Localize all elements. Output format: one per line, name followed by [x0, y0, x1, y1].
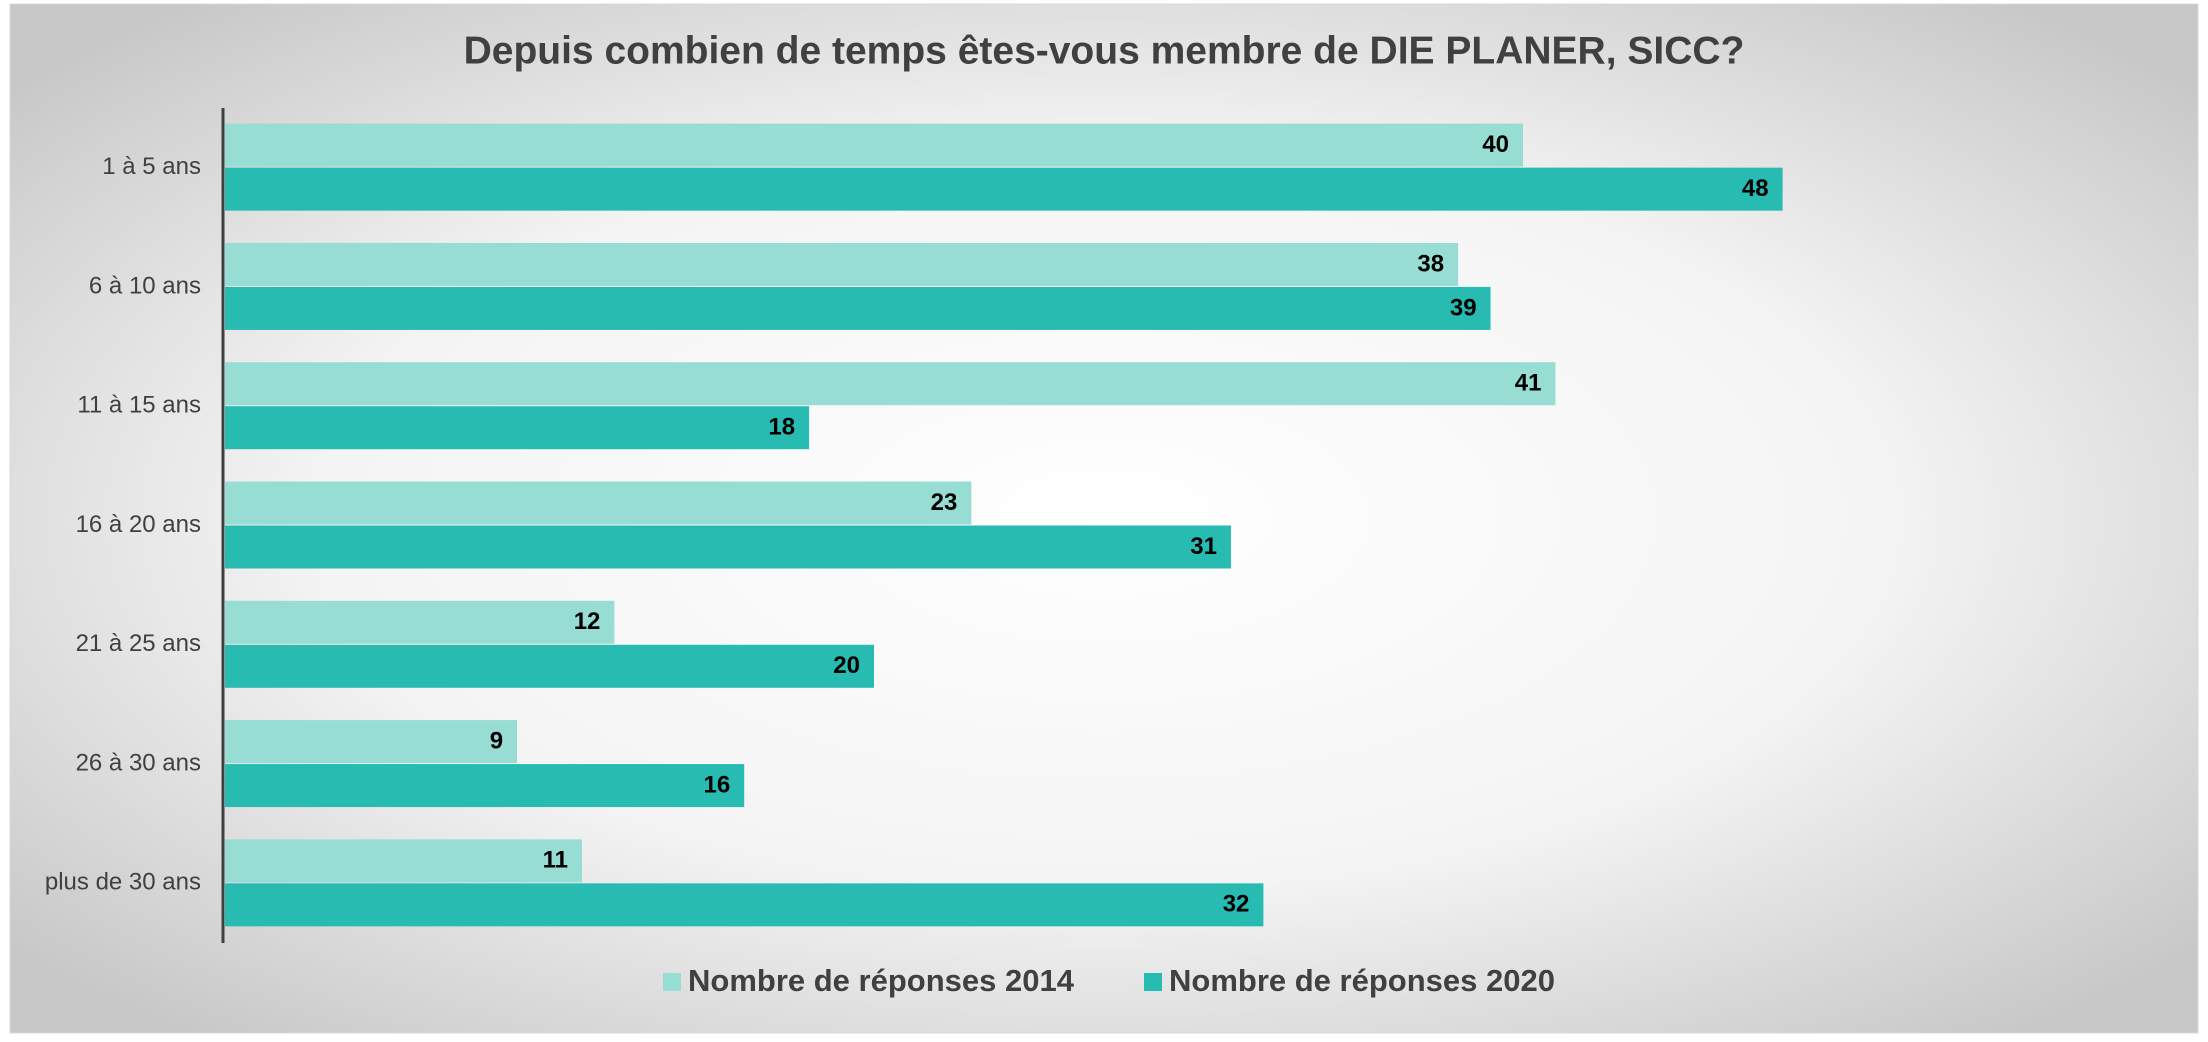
bar — [225, 644, 874, 688]
data-label: 20 — [833, 652, 860, 679]
data-label: 23 — [931, 489, 958, 516]
data-label: 11 — [543, 847, 568, 874]
data-label: 41 — [1515, 370, 1542, 397]
data-label: 18 — [768, 414, 795, 441]
data-label: 40 — [1482, 131, 1509, 158]
bar — [225, 600, 615, 644]
bar — [225, 839, 582, 883]
bar — [225, 406, 810, 450]
data-label: 38 — [1417, 250, 1444, 277]
bar — [225, 764, 745, 808]
legend-label: Nombre de réponses 2020 — [1169, 963, 1555, 998]
legend-swatch — [663, 973, 681, 991]
y-tick-label: 21 à 25 ans — [76, 630, 201, 657]
data-label: 16 — [703, 771, 730, 798]
legend-label: Nombre de réponses 2014 — [688, 963, 1075, 998]
data-label: 12 — [574, 608, 601, 635]
bar — [225, 123, 1523, 167]
y-tick-label: 26 à 30 ans — [76, 749, 201, 776]
bar — [225, 720, 518, 764]
bar — [225, 242, 1459, 286]
y-tick-label: 1 à 5 ans — [102, 153, 201, 180]
bar — [225, 883, 1264, 927]
data-label: 9 — [490, 727, 503, 754]
data-label: 39 — [1450, 294, 1477, 321]
bar — [225, 525, 1231, 569]
y-tick-label: 16 à 20 ans — [76, 511, 201, 538]
legend-swatch — [1144, 973, 1162, 991]
bar — [225, 362, 1556, 406]
data-label: 31 — [1190, 533, 1217, 560]
y-tick-label: plus de 30 ans — [45, 869, 201, 896]
y-tick-label: 6 à 10 ans — [89, 272, 201, 299]
data-label: 32 — [1223, 891, 1250, 918]
bar — [225, 286, 1491, 330]
data-label: 48 — [1742, 175, 1769, 202]
bar — [225, 481, 972, 525]
y-tick-label: 11 à 15 ans — [77, 392, 201, 419]
chart-title: Depuis combien de temps êtes-vous membre… — [464, 29, 1745, 72]
bar — [225, 167, 1783, 211]
